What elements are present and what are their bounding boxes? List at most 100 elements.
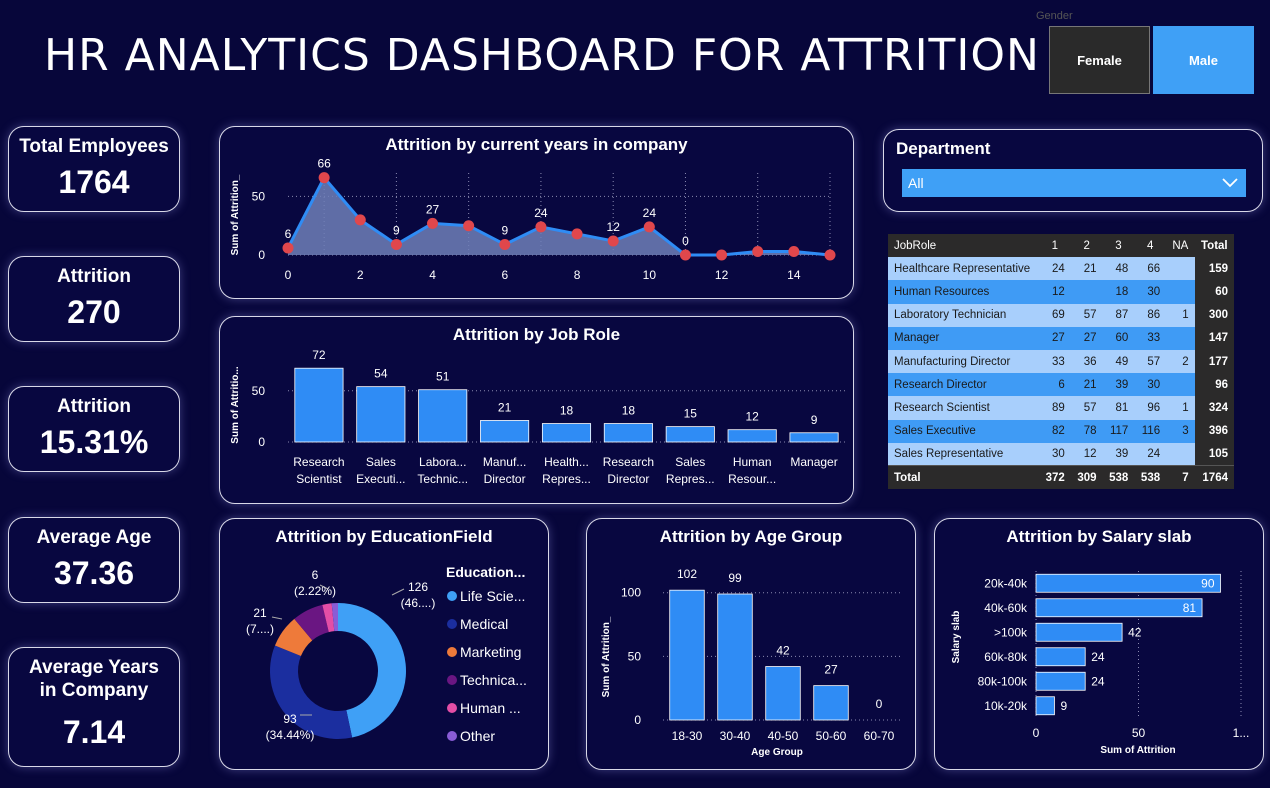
kpi-value: 37.36 (53, 555, 135, 591)
table-cell: 147 (1194, 326, 1234, 350)
table-cell: 96 (1134, 396, 1167, 420)
table-cell (1166, 373, 1195, 397)
table-cell: 2 (1166, 349, 1195, 374)
y-tick-label: 0 (634, 713, 641, 727)
legend-item: Marketing (460, 644, 521, 660)
table-row[interactable]: Human Resources 12 18 30 60 (888, 280, 1234, 304)
table-cell: 78 (1070, 419, 1103, 443)
legend-marker (447, 591, 457, 601)
x-tick-label: Manuf... (483, 455, 526, 469)
y-axis-label: Sum of Attrition_ (601, 616, 612, 697)
chart-title: Attrition by Age Group (659, 527, 843, 546)
x-tick-label: Resour... (728, 472, 776, 486)
x-tick-label: Repres... (666, 472, 715, 486)
donut-slice (338, 603, 406, 738)
table-cell: 27 (1070, 326, 1103, 350)
data-label: 126 (408, 580, 428, 594)
legend-marker (447, 731, 457, 741)
kpi-average-years: Average Years in Company 7.14 (8, 647, 180, 767)
table-row[interactable]: Manufacturing Director 33 36 49 57 2 177 (888, 349, 1234, 374)
table-cell: 18 (1102, 280, 1135, 304)
x-tick-label: Labora... (419, 455, 466, 469)
table-header[interactable]: 4 (1134, 234, 1167, 258)
x-axis-label: Sum of Attrition (1100, 745, 1175, 756)
table-header[interactable]: 2 (1070, 234, 1103, 258)
table-cell: 57 (1070, 396, 1103, 420)
gender-slicer-label: Gender (1036, 10, 1073, 22)
table-header[interactable]: Total (1194, 234, 1234, 258)
data-point (427, 217, 439, 229)
table-cell: 30 (1038, 442, 1071, 466)
data-label-pct: (7....) (246, 622, 274, 636)
legend-marker (447, 619, 457, 629)
table-row[interactable]: Laboratory Technician 69 57 87 86 1 300 (888, 303, 1234, 327)
table-header[interactable]: 3 (1102, 234, 1135, 258)
chart-title: Attrition by EducationField (275, 527, 493, 546)
table-header[interactable]: NA (1166, 234, 1195, 258)
table-header[interactable]: 1 (1038, 234, 1071, 258)
table-cell-role: Sales Representative (888, 442, 1039, 466)
bar (418, 389, 468, 443)
data-point (679, 249, 691, 261)
bar (480, 420, 530, 443)
legend-item: Life Scie... (460, 588, 525, 604)
y-tick-label: 80k-100k (978, 674, 1028, 688)
table-cell: 117 (1102, 419, 1135, 443)
table-cell: 177 (1194, 349, 1234, 374)
bar (1035, 696, 1055, 716)
department-dropdown-value: All (908, 175, 924, 191)
table-cell (1166, 257, 1195, 281)
gender-male-button[interactable]: Male (1153, 26, 1254, 94)
y-tick-label: 20k-40k (984, 576, 1028, 590)
table-cell-role: Research Scientist (888, 396, 1039, 420)
table-row[interactable]: Healthcare Representative 24 21 48 66 159 (888, 257, 1234, 281)
table-cell-role: Research Director (888, 373, 1039, 397)
data-point (824, 249, 836, 261)
donut-slice (322, 603, 335, 633)
table-cell-role: Sales Executive (888, 419, 1039, 443)
table-row[interactable]: Research Scientist 89 57 81 96 1 324 (888, 396, 1234, 420)
table-cell-total: 372 (1038, 465, 1071, 490)
bar (1035, 647, 1086, 667)
x-tick-label: Director (607, 472, 649, 486)
bar (717, 593, 753, 721)
table-row[interactable]: Sales Executive 82 78 117 116 3 396 (888, 419, 1234, 443)
leader-line (391, 588, 405, 596)
bar (1035, 622, 1123, 642)
table-row[interactable]: Manager 27 27 60 33 147 (888, 326, 1234, 350)
y-tick-label: 60k-80k (984, 650, 1028, 664)
y-axis-label: Sum of Attritio... (230, 366, 241, 444)
hbar-chart: Salary slab 0 50 1... 20k-40k 90 40k-60k 81 >100… (951, 571, 1249, 756)
department-dropdown[interactable]: All (902, 169, 1246, 197)
table-header[interactable]: JobRole (888, 234, 1039, 258)
table-cell (1070, 280, 1103, 304)
data-point (354, 214, 366, 226)
legend-title: Education... (446, 564, 525, 580)
data-point (463, 220, 475, 232)
table-row[interactable]: Sales Representative 30 12 39 24 105 (888, 442, 1234, 466)
table-cell: 30 (1134, 280, 1167, 304)
x-tick-label: 50-60 (816, 729, 847, 743)
table-cell-role: Laboratory Technician (888, 303, 1039, 327)
chart-title: Attrition by Job Role (452, 325, 621, 344)
table-cell: 1 (1166, 396, 1195, 420)
bar (1035, 573, 1221, 593)
department-label: Department (896, 139, 991, 158)
table-cell: 89 (1038, 396, 1071, 420)
table-cell: 30 (1134, 373, 1167, 397)
gender-female-button[interactable]: Female (1049, 26, 1150, 94)
data-label: 81 (1183, 601, 1197, 615)
bar (356, 386, 406, 443)
kpi-value: 7.14 (62, 714, 126, 750)
data-point (716, 249, 728, 261)
data-label: 24 (534, 206, 548, 220)
table-row[interactable]: Research Director 6 21 39 30 96 (888, 373, 1234, 397)
data-label: 42 (776, 644, 790, 658)
data-label: 6 (312, 568, 319, 582)
legend-item: Other (460, 728, 495, 744)
kpi-value: 270 (67, 294, 121, 330)
data-label: 24 (1091, 674, 1105, 688)
table-cell: 27 (1038, 326, 1071, 350)
y-tick-label: 50 (628, 649, 642, 663)
